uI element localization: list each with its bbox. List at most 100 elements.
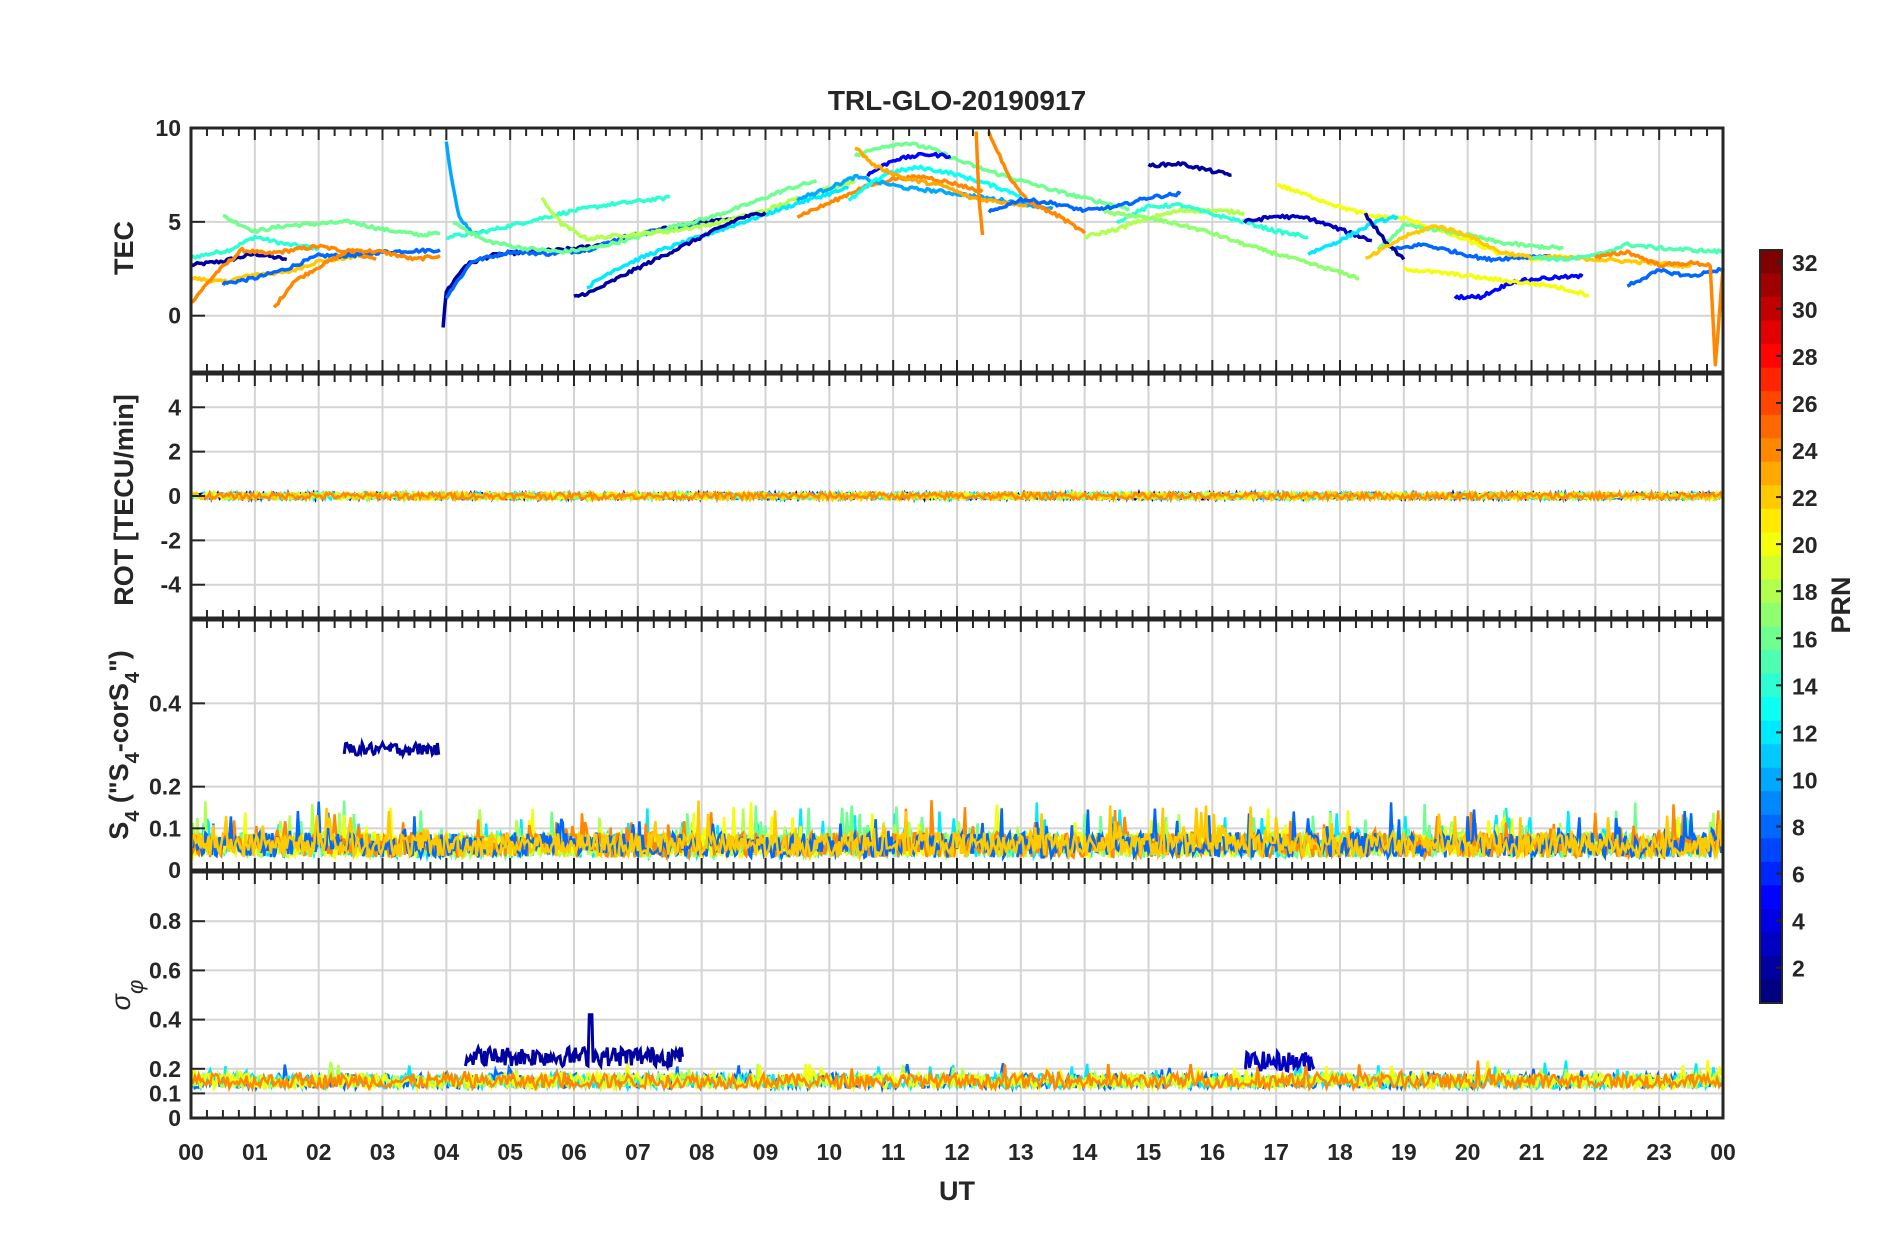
tec-series-line [854,146,1028,208]
colorbar-tick-label: 30 [1792,297,1818,323]
tec-series-line [272,247,441,309]
y-label-s4-part: 4 [122,810,144,822]
tec-series-line [1363,212,1406,261]
colorbar-label: PRN [1826,576,1856,633]
colorbar-swatch [1760,979,1782,1004]
sigma-segment [464,1013,684,1072]
colorbar-swatch [1760,461,1782,486]
y-tick-label: 0.2 [149,1056,181,1082]
x-tick-label: 18 [1327,1139,1353,1165]
colorbar-swatch [1760,532,1782,557]
colorbar-swatch [1760,391,1782,416]
colorbar-tick-label: 6 [1792,862,1805,888]
x-tick-label: 14 [1072,1139,1098,1165]
panel-sigma-phi: 00.10.2 0.4 0.6 0.8 [149,870,1725,1131]
colorbar-swatch [1760,414,1782,439]
colorbar-swatch [1760,438,1782,463]
x-tick-label: 03 [370,1139,396,1165]
x-tick-label: 16 [1200,1139,1226,1165]
x-tick-label: 08 [689,1139,715,1165]
tec-series-line [1626,266,1724,288]
colorbar-tick-label: 26 [1792,391,1818,417]
panel-tec: 0 5 10 [155,115,1725,374]
y-tick-label: 0.6 [149,957,181,983]
rot-series-line [202,488,1724,504]
sigma-series-line [190,1060,1723,1093]
tick-marks [190,374,1724,618]
tec-series-line [974,131,985,236]
series-group [190,131,1725,367]
colorbar-tick-label: 14 [1792,673,1818,699]
chart-title: TRL-GLO-20190917 [828,85,1086,116]
y-tick-label: 0.4 [149,1007,181,1033]
y-label-tec: TEC [109,221,139,275]
tec-series-line [190,234,320,260]
colorbar-swatch [1760,885,1782,910]
colorbar-swatch [1760,908,1782,934]
y-label-s4: S4 ("S4-corS4") [104,650,144,840]
colorbar-tick-label: 4 [1792,909,1805,935]
tec-series-line [1531,241,1724,263]
y-tick-label: 0.1 [149,815,181,841]
y-tick-label: -2 [161,527,181,553]
x-tick-label: 00 [178,1139,204,1165]
colorbar-swatch [1760,250,1782,275]
colorbar-tick-label: 12 [1792,720,1818,746]
x-tick-label: 20 [1455,1139,1481,1165]
y-tick-label: 5 [168,209,181,235]
colorbar-swatch [1760,955,1782,981]
y-tick-label: 4 [168,394,181,420]
x-tick-label: 23 [1646,1139,1672,1165]
colorbar-swatch [1760,579,1782,604]
x-tick-label: 15 [1136,1139,1162,1165]
x-tick-label: 02 [306,1139,332,1165]
colorbar-swatch [1760,602,1782,628]
tec-series-line [1594,249,1725,367]
x-tick-label: 11 [881,1139,906,1165]
colorbar-tick-label: 32 [1792,250,1818,276]
sigma-segment [1244,1047,1316,1074]
tec-series-line [1365,224,1693,270]
x-tick-label: 06 [561,1139,587,1165]
tec-series-line [1083,207,1246,240]
tec-series-line [1102,209,1360,281]
y-label-sigma-part: σ [106,992,136,1010]
tick-marks [190,872,1724,1118]
colorbar-swatch [1760,650,1782,675]
colorbar-swatch [1760,697,1782,722]
tec-series-line [1402,266,1590,298]
tec-series-line [987,131,1087,235]
y-label-sigma-phi: σφ [106,980,148,1011]
colorbar-swatch [1760,744,1782,769]
x-tick-label: 13 [1008,1139,1034,1165]
tec-series-line [796,173,1054,211]
y-label-rot: ROT [TECU/min] [109,394,139,605]
s4-segment [342,737,441,760]
x-tick-label: 01 [242,1139,268,1165]
colorbar-tick-label: 22 [1792,485,1818,511]
colorbar-swatch [1760,273,1782,298]
x-tick-label: 04 [434,1139,460,1165]
x-tick-label: 19 [1391,1139,1417,1165]
colorbar-swatch [1760,320,1782,345]
y-tick-label: 0.1 [149,1080,181,1106]
colorbar-tick-label: 8 [1792,815,1805,841]
tec-series-line [452,178,818,255]
colorbar-swatch [1760,814,1782,839]
tec-series-line [1307,214,1399,256]
tec-series-line [190,250,288,268]
y-tick-label: 2 [168,439,181,465]
colorbar-tick-label: 2 [1792,956,1805,982]
tec-series-line [987,190,1182,214]
colorbar-tick-label: 24 [1792,438,1818,464]
colorbar-tick-label: 16 [1792,626,1818,652]
colorbar-tick-label: 20 [1792,532,1818,558]
y-tick-label: -4 [161,572,182,598]
colorbar-swatch [1760,485,1782,510]
tec-series-line [1115,202,1309,240]
tec-series-line [796,174,984,219]
tec-series-line [573,211,767,298]
colorbar-swatch [1760,791,1782,816]
colorbar-swatch [1760,767,1782,792]
